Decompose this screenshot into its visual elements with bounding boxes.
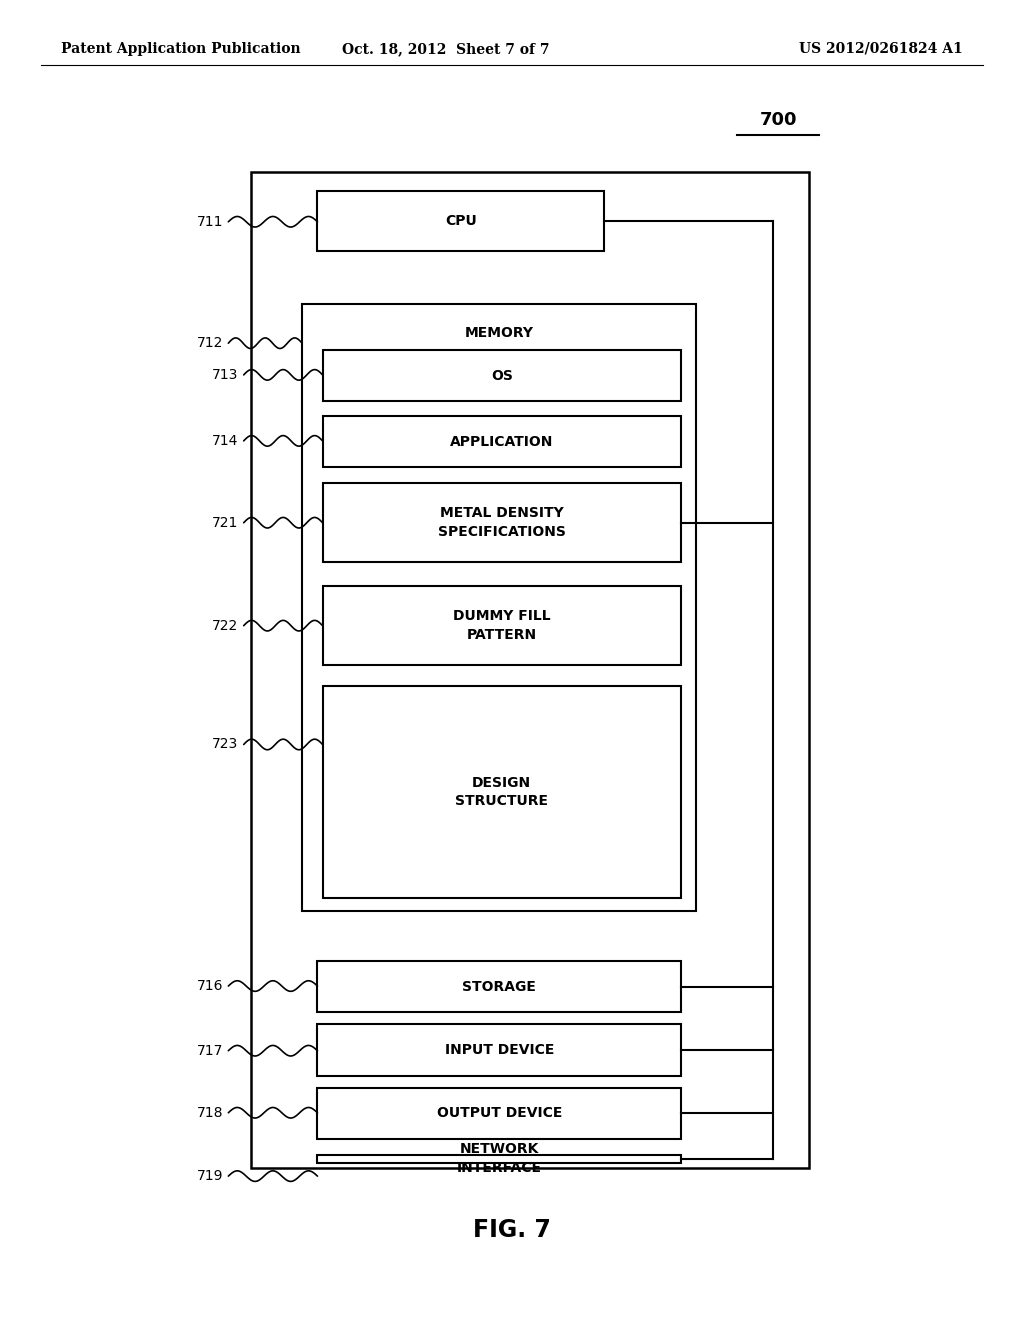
FancyBboxPatch shape <box>302 304 696 911</box>
Text: METAL DENSITY
SPECIFICATIONS: METAL DENSITY SPECIFICATIONS <box>438 507 565 539</box>
Text: 712: 712 <box>197 337 223 350</box>
Text: DESIGN
STRUCTURE: DESIGN STRUCTURE <box>456 776 548 808</box>
FancyBboxPatch shape <box>323 416 681 467</box>
FancyBboxPatch shape <box>317 191 604 251</box>
Text: INPUT DEVICE: INPUT DEVICE <box>444 1043 554 1057</box>
Text: MEMORY: MEMORY <box>465 326 534 339</box>
Text: 717: 717 <box>197 1044 223 1057</box>
FancyBboxPatch shape <box>317 1155 681 1163</box>
FancyBboxPatch shape <box>317 1024 681 1076</box>
FancyBboxPatch shape <box>323 686 681 898</box>
Text: 718: 718 <box>197 1106 223 1119</box>
Text: Oct. 18, 2012  Sheet 7 of 7: Oct. 18, 2012 Sheet 7 of 7 <box>342 42 549 55</box>
Text: 721: 721 <box>212 516 239 529</box>
FancyBboxPatch shape <box>317 1088 681 1139</box>
FancyBboxPatch shape <box>251 172 809 1168</box>
Text: US 2012/0261824 A1: US 2012/0261824 A1 <box>799 42 963 55</box>
Text: DUMMY FILL
PATTERN: DUMMY FILL PATTERN <box>453 610 551 642</box>
Text: 711: 711 <box>197 215 223 228</box>
Text: CPU: CPU <box>444 214 477 228</box>
Text: 723: 723 <box>212 738 239 751</box>
FancyBboxPatch shape <box>317 961 681 1012</box>
Text: 719: 719 <box>197 1170 223 1183</box>
Text: OUTPUT DEVICE: OUTPUT DEVICE <box>436 1106 562 1121</box>
FancyBboxPatch shape <box>323 483 681 562</box>
Text: 713: 713 <box>212 368 239 381</box>
Text: 722: 722 <box>212 619 239 632</box>
FancyBboxPatch shape <box>323 350 681 401</box>
Text: 714: 714 <box>212 434 239 447</box>
Text: 716: 716 <box>197 979 223 993</box>
Text: Patent Application Publication: Patent Application Publication <box>61 42 301 55</box>
FancyBboxPatch shape <box>323 586 681 665</box>
Text: OS: OS <box>490 368 513 383</box>
Text: NETWORK
INTERFACE: NETWORK INTERFACE <box>457 1143 542 1175</box>
Text: 700: 700 <box>760 111 797 129</box>
Text: APPLICATION: APPLICATION <box>451 434 553 449</box>
Text: STORAGE: STORAGE <box>462 979 537 994</box>
Text: FIG. 7: FIG. 7 <box>473 1218 551 1242</box>
